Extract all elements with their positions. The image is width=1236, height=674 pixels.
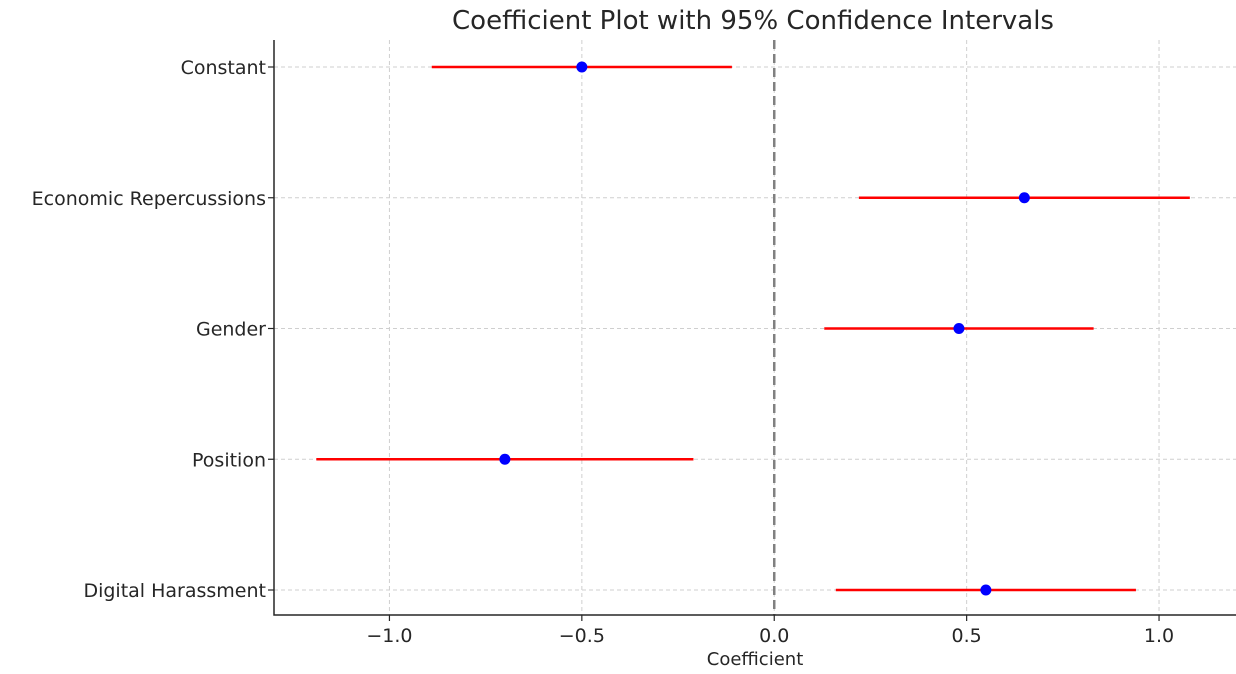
axis-spines: [273, 40, 1236, 616]
coefficient-point: [499, 453, 511, 465]
y-tick-label: Constant: [181, 57, 266, 79]
coefficient-point: [1018, 192, 1030, 204]
x-tick-label: 0.0: [759, 625, 789, 647]
x-tick-label: 0.5: [952, 625, 982, 647]
x-tick-layer: −1.0 −0.5 0.0 0.5 1.0: [366, 615, 1174, 647]
axes-layer: [273, 40, 1236, 616]
coefficient-point: [576, 61, 588, 73]
y-tick-label: Position: [192, 449, 266, 471]
y-tick-layer: Constant Economic Repercussions Gender Posi…: [32, 57, 274, 602]
coefficient-point: [980, 584, 992, 596]
chart-title: Coefficient Plot with 95% Confidence Int…: [452, 6, 1054, 36]
x-axis-label: Coefficient: [707, 649, 804, 669]
coefficient-point-layer: [499, 61, 1030, 596]
x-tick-label: 1.0: [1144, 625, 1174, 647]
y-tick-label: Economic Repercussions: [32, 188, 266, 210]
x-tick-label: −1.0: [366, 625, 412, 647]
y-tick-label: Gender: [196, 319, 266, 341]
coefficient-point: [953, 323, 965, 334]
x-tick-label: −0.5: [559, 625, 605, 647]
y-tick-label: Digital Harassment: [83, 580, 266, 602]
